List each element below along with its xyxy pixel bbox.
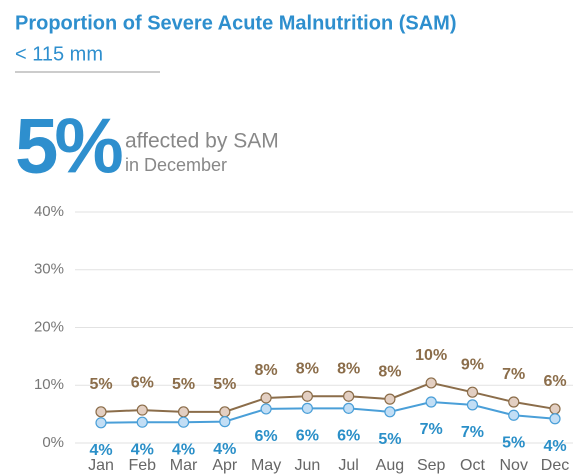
headline-value: 5% <box>15 102 122 190</box>
marker <box>301 390 313 402</box>
data-label: 4% <box>543 438 566 455</box>
series-line <box>100 381 556 413</box>
data-label: 6% <box>543 373 566 390</box>
marker <box>425 377 437 389</box>
data-label: 8% <box>255 362 278 379</box>
marker <box>177 416 190 428</box>
marker <box>301 402 313 414</box>
data-label: 4% <box>213 441 236 458</box>
marker <box>384 406 396 418</box>
marker <box>425 396 437 408</box>
marker <box>219 416 231 428</box>
data-label: 5% <box>378 431 401 448</box>
series-line <box>100 400 556 424</box>
data-label: 6% <box>131 374 154 391</box>
x-tick-label: Oct <box>460 457 485 474</box>
marker <box>95 406 107 418</box>
marker <box>466 386 479 398</box>
marker <box>95 417 107 429</box>
data-label: 7% <box>502 366 525 383</box>
x-tick-label: Nov <box>500 457 528 474</box>
marker <box>549 413 561 425</box>
data-label: 7% <box>420 421 443 438</box>
data-label: 7% <box>461 424 484 441</box>
data-label: 10% <box>415 347 447 364</box>
x-tick-label: Dec <box>541 457 569 474</box>
marker <box>260 392 272 404</box>
data-label: 5% <box>172 376 195 393</box>
data-label: 8% <box>337 360 360 377</box>
x-tick-label: Jun <box>294 457 320 474</box>
data-label: 8% <box>378 363 401 380</box>
x-tick-label: Apr <box>212 457 238 474</box>
x-tick-label: Mar <box>170 457 198 474</box>
y-tick-label: 0% <box>42 434 64 451</box>
x-tick-label: Jul <box>338 457 358 474</box>
marker <box>384 393 396 405</box>
data-label: 6% <box>296 428 319 445</box>
y-tick-label: 20% <box>34 318 64 335</box>
y-tick-label: 30% <box>34 261 64 278</box>
x-tick-label: Aug <box>376 457 404 474</box>
data-label: 4% <box>89 442 112 459</box>
headline-subtext: in December <box>125 155 227 175</box>
marker <box>136 416 148 428</box>
headline-text: affected by SAM <box>125 130 279 153</box>
marker <box>508 409 520 421</box>
data-label: 5% <box>89 376 112 393</box>
data-label: 6% <box>255 428 278 445</box>
marker <box>177 406 190 418</box>
chart-title: Proportion of Severe Acute Malnutrition … <box>15 12 457 34</box>
x-tick-label: Jan <box>88 457 114 474</box>
marker <box>343 390 355 402</box>
marker <box>508 396 520 408</box>
y-tick-label: 10% <box>34 376 64 393</box>
marker <box>136 404 148 416</box>
data-label: 8% <box>296 360 319 377</box>
data-label: 6% <box>337 428 360 445</box>
marker <box>219 406 231 418</box>
data-label: 4% <box>172 441 195 458</box>
marker <box>260 403 272 415</box>
data-label: 5% <box>502 434 525 451</box>
marker <box>466 399 479 411</box>
data-label: 9% <box>461 356 484 373</box>
data-label: 5% <box>213 376 236 393</box>
x-tick-label: Feb <box>128 457 156 474</box>
data-label: 4% <box>131 441 154 458</box>
x-tick-label: May <box>251 457 281 474</box>
x-tick-label: Sep <box>417 457 446 474</box>
chart-subtitle: < 115 mm <box>15 43 103 65</box>
marker <box>343 402 355 414</box>
y-tick-label: 40% <box>34 203 64 220</box>
marker <box>549 403 561 415</box>
